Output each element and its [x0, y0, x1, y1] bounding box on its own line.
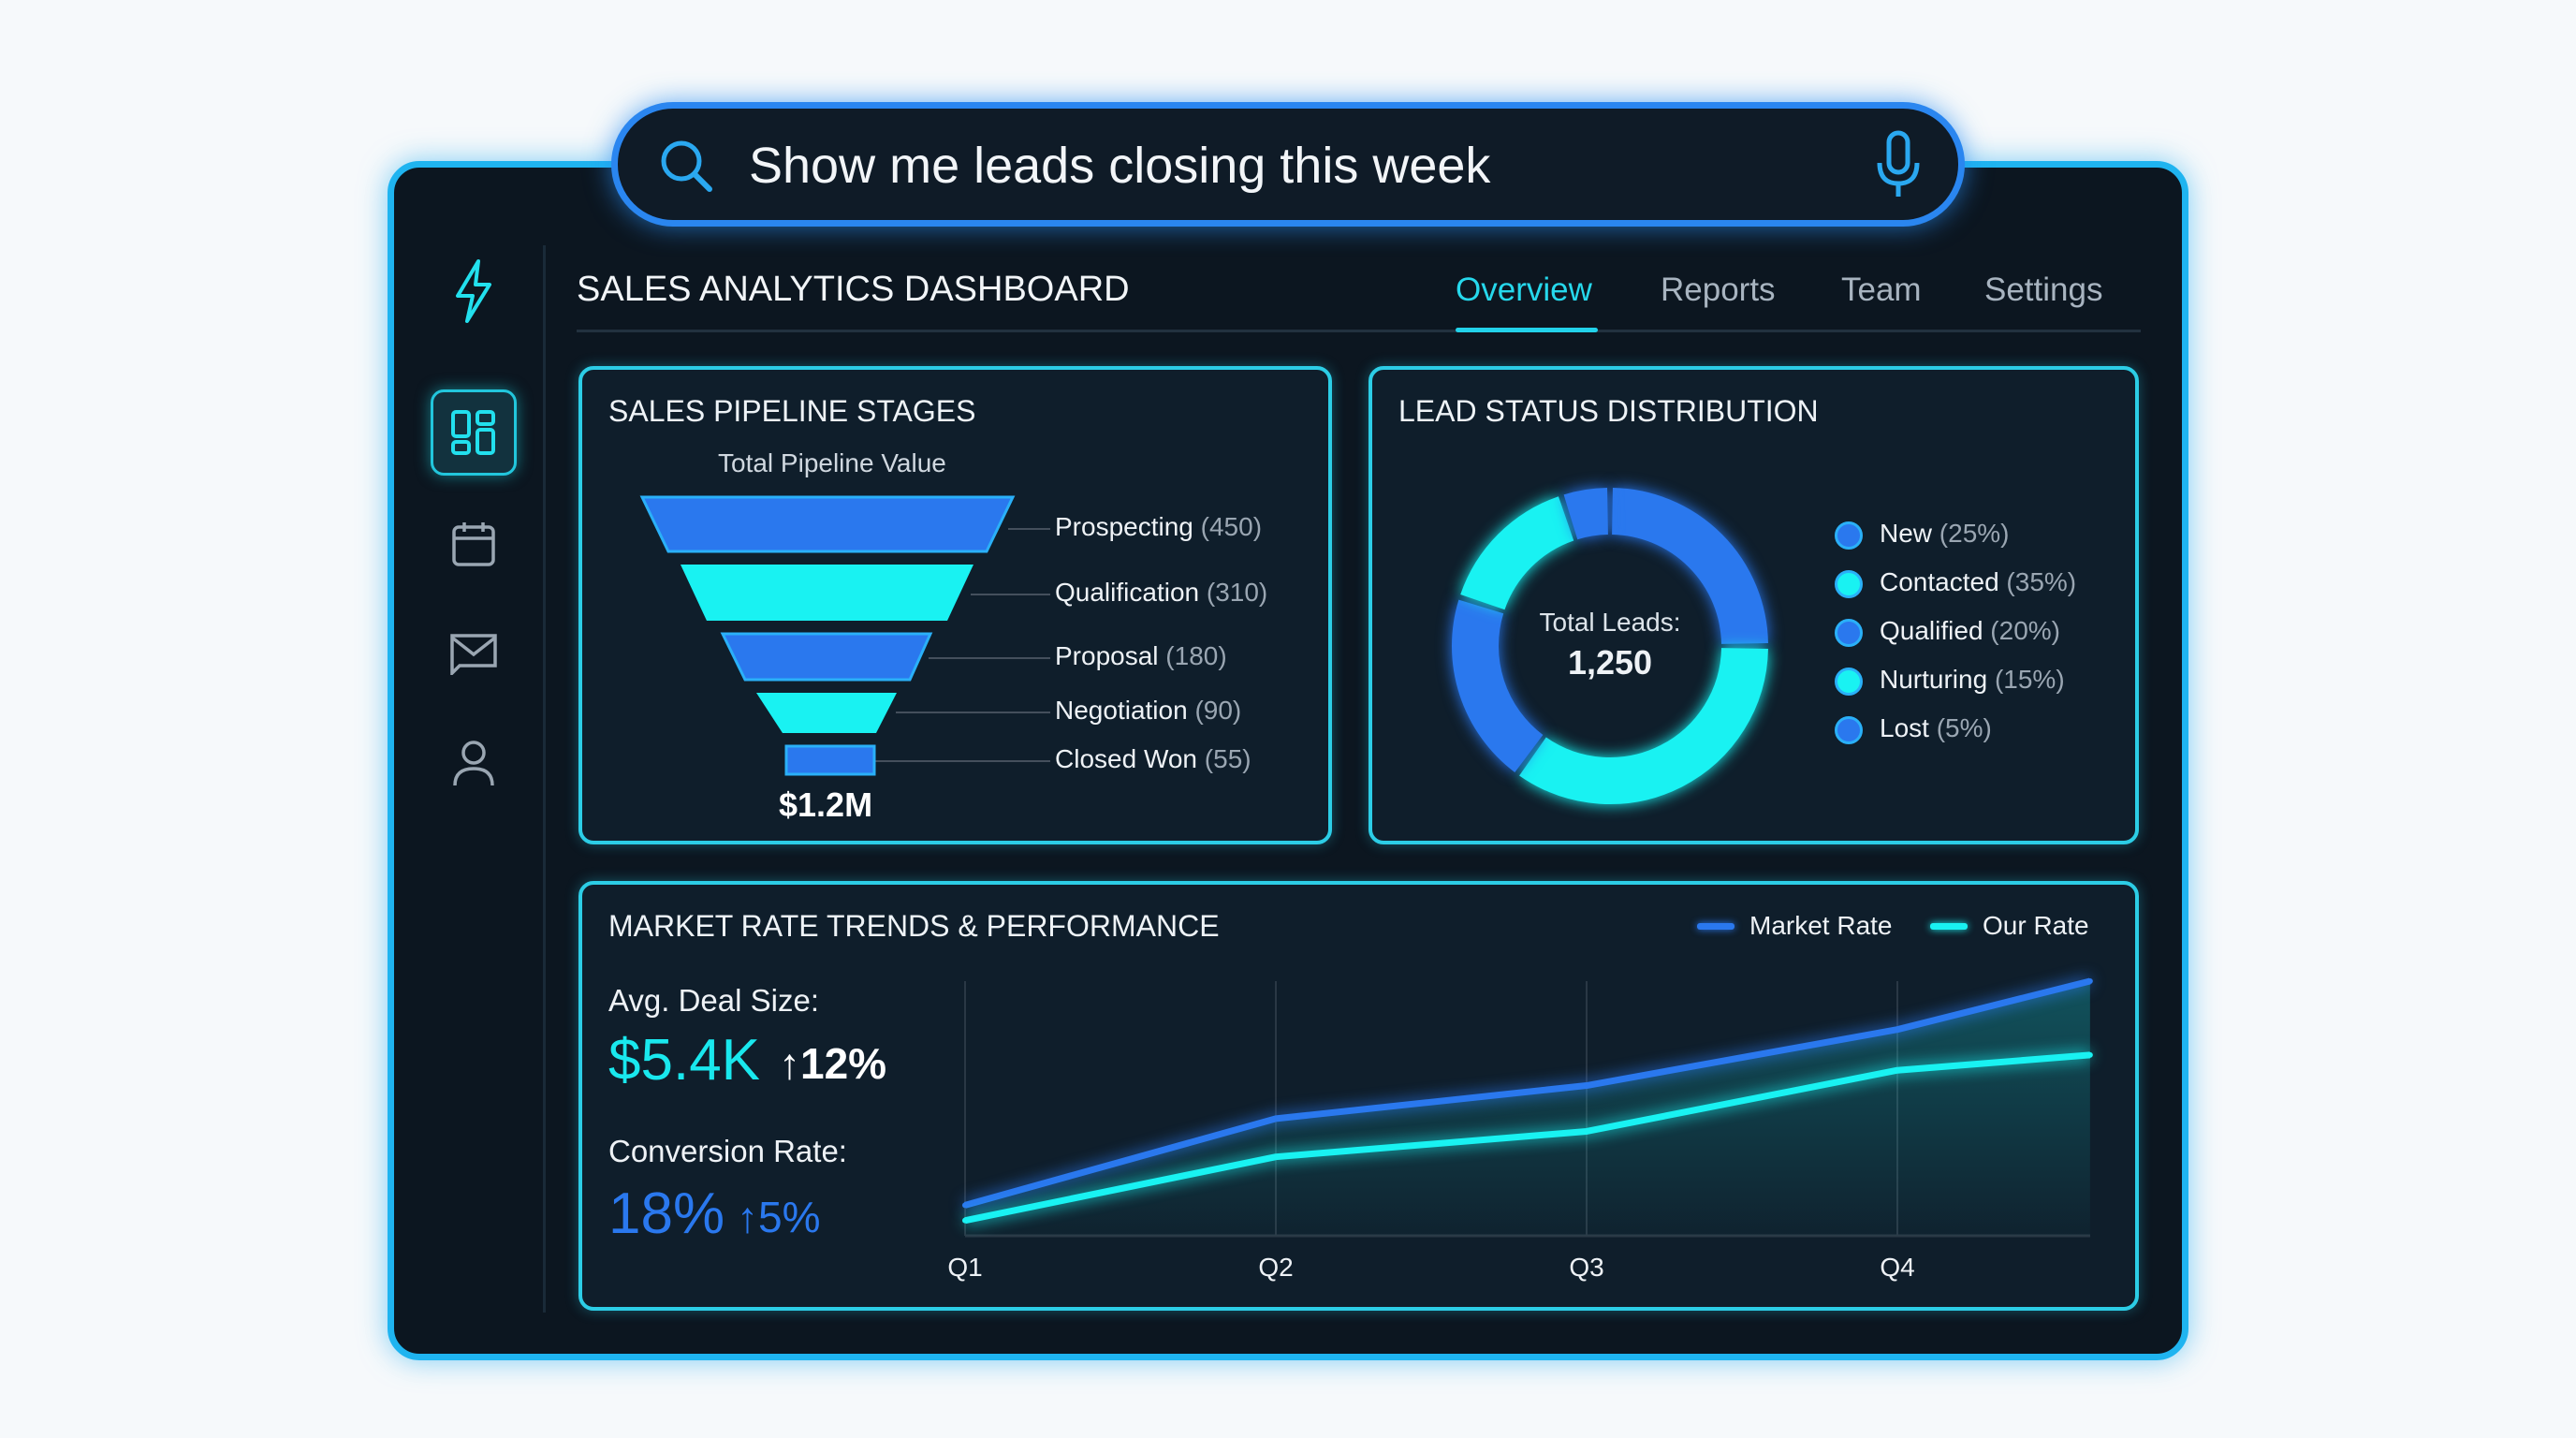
- data-point: [1273, 1115, 1279, 1122]
- conversion-change: ↑5%: [737, 1193, 821, 1241]
- tab-overview[interactable]: Overview: [1456, 271, 1592, 308]
- pipeline-total: $1.2M: [779, 785, 873, 824]
- pipeline-panel: SALES PIPELINE STAGES Total Pipeline Val…: [578, 366, 1332, 844]
- legend-dot-qualified: [1835, 619, 1863, 647]
- donut-center-label: Total Leads:: [1539, 608, 1681, 637]
- legend-dot-new: [1835, 521, 1863, 550]
- sidebar-item-profile[interactable]: [431, 721, 517, 807]
- legend-dot-nurturing: [1835, 668, 1863, 696]
- legend-our-rate: Our Rate: [1983, 911, 2089, 940]
- sidebar-divider: [543, 245, 546, 1313]
- conversion-label: Conversion Rate:: [608, 1134, 847, 1168]
- avg-deal-label: Avg. Deal Size:: [608, 983, 820, 1018]
- tab-team[interactable]: Team: [1841, 271, 1922, 308]
- data-point: [1895, 1026, 1900, 1033]
- donut-center-value: 1,250: [1567, 643, 1653, 682]
- legend-item-lost: Lost (5%): [1880, 713, 1992, 742]
- tab-reports[interactable]: Reports: [1661, 271, 1776, 308]
- sidebar-item-calendar[interactable]: [431, 501, 517, 587]
- avg-deal-change: ↑12%: [779, 1039, 887, 1088]
- donut-slice-contacted[interactable]: [1519, 647, 1768, 804]
- lead-status-panel: LEAD STATUS DISTRIBUTION Total Leads: 1,…: [1368, 366, 2139, 844]
- logo-lightning-icon: [431, 248, 517, 334]
- sidebar-item-mail[interactable]: [431, 610, 517, 697]
- conversion-value: 18%: [608, 1181, 725, 1246]
- funnel-stage-closed-won[interactable]: [784, 744, 876, 776]
- area-fill: [965, 981, 2090, 1236]
- legend-market-rate: Market Rate: [1749, 911, 1893, 940]
- legend-item-new: New (25%): [1880, 519, 2010, 548]
- page-title: SALES ANALYTICS DASHBOARD: [577, 270, 1130, 309]
- stage-label-prospecting: Prospecting (450): [1055, 512, 1263, 541]
- legend-item-contacted: Contacted (35%): [1880, 567, 2077, 596]
- data-point: [962, 1202, 968, 1209]
- data-point: [1895, 1067, 1900, 1074]
- legend-item-nurturing: Nurturing (15%): [1880, 665, 2065, 694]
- donut-slice-new[interactable]: [1611, 488, 1768, 645]
- legend-dot-lost: [1835, 716, 1863, 744]
- data-point: [1273, 1153, 1279, 1160]
- dashboard-icon: [451, 410, 495, 455]
- funnel-stage-proposal[interactable]: [720, 632, 933, 682]
- avg-deal-value: $5.4K: [608, 1028, 761, 1093]
- data-point: [2086, 978, 2093, 984]
- x-tick-label: Q4: [1880, 1253, 1914, 1282]
- calendar-icon: [452, 522, 495, 566]
- sidebar-item-dashboard[interactable]: [431, 389, 517, 476]
- funnel-stage-negotiation[interactable]: [756, 693, 897, 733]
- search-bar[interactable]: Show me leads closing this week: [611, 102, 1965, 227]
- data-point: [2086, 1051, 2093, 1058]
- donut-slice-qualified[interactable]: [1452, 599, 1544, 772]
- legend-dot-contacted: [1835, 570, 1863, 598]
- x-tick-label: Q3: [1569, 1253, 1603, 1282]
- data-point: [1584, 1082, 1589, 1089]
- search-icon: [661, 140, 712, 192]
- donut-slice-lost[interactable]: [1563, 488, 1609, 540]
- legend-item-qualified: Qualified (20%): [1880, 616, 2060, 645]
- panel-title: SALES PIPELINE STAGES: [608, 394, 976, 428]
- header-divider: [577, 330, 2141, 332]
- active-tab-indicator: [1456, 328, 1598, 332]
- market-trends-panel: MARKET RATE TRENDS & PERFORMANCE Market …: [578, 881, 2139, 1311]
- donut-slice-nurturing[interactable]: [1460, 496, 1574, 610]
- legend-market-rate-swatch: [1697, 923, 1734, 930]
- funnel-subtitle: Total Pipeline Value: [718, 448, 946, 477]
- data-point: [1584, 1128, 1589, 1135]
- legend-our-rate-swatch: [1930, 923, 1968, 930]
- line-chart: Q1 Q2 Q3 Q4: [947, 977, 2093, 1282]
- stage-label-qualification: Qualification (310): [1055, 578, 1268, 607]
- x-tick-label: Q2: [1258, 1253, 1293, 1282]
- user-icon: [453, 741, 494, 786]
- tab-settings[interactable]: Settings: [1984, 271, 2103, 308]
- stage-label-proposal: Proposal (180): [1055, 641, 1227, 670]
- panel-title: LEAD STATUS DISTRIBUTION: [1398, 394, 1819, 428]
- mail-icon: [450, 634, 497, 675]
- panel-title: MARKET RATE TRENDS & PERFORMANCE: [608, 909, 1220, 943]
- funnel-stage-qualification[interactable]: [681, 565, 973, 621]
- x-tick-label: Q1: [947, 1253, 982, 1282]
- stage-label-negotiation: Negotiation (90): [1055, 696, 1242, 725]
- funnel-stage-prospecting[interactable]: [639, 495, 1016, 553]
- donut-chart: [1452, 488, 1768, 804]
- data-point: [962, 1217, 968, 1224]
- search-input[interactable]: Show me leads closing this week: [749, 138, 1491, 194]
- microphone-icon[interactable]: [1872, 129, 1925, 204]
- stage-label-closed-won: Closed Won (55): [1055, 744, 1251, 773]
